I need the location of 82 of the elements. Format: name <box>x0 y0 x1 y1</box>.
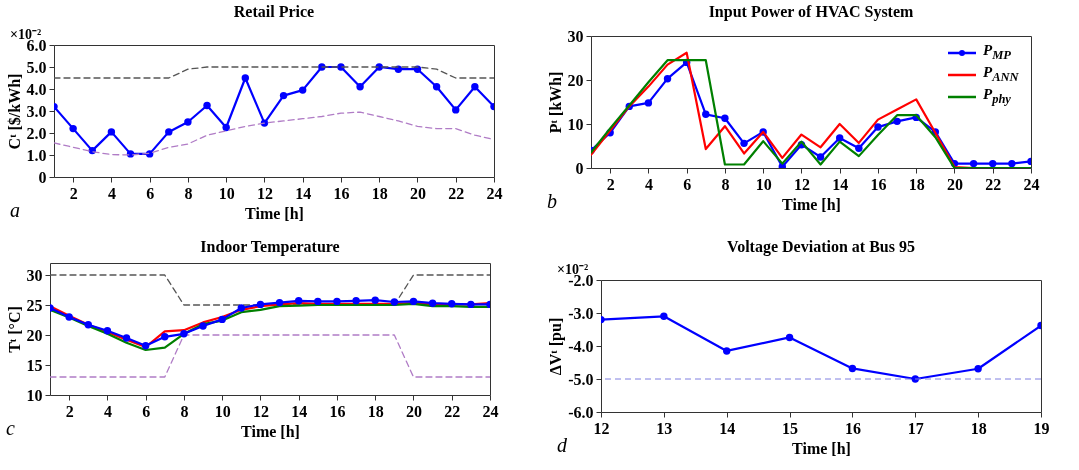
y-tick-label: 30 <box>26 266 43 284</box>
x-tick-label: 6 <box>683 175 692 193</box>
x-tick-label: 6 <box>146 184 155 202</box>
y-axis-title: Pᵗ [kWh] <box>546 71 564 134</box>
y-tick-label: 2.0 <box>26 124 47 142</box>
x-tick-label: 12 <box>256 184 273 202</box>
y-tick-label: 3.0 <box>26 102 47 120</box>
y-tick-label: -6.0 <box>568 403 594 421</box>
y-tick-label: 4.0 <box>26 80 47 98</box>
text: a <box>10 199 20 221</box>
text: d <box>557 434 568 456</box>
x-tick-label: 4 <box>107 184 116 202</box>
x-tick-label: 18 <box>908 175 925 193</box>
x-tick-label: 18 <box>371 184 388 202</box>
x-tick-label: 24 <box>482 402 499 420</box>
legend-label: P$_{phy}$ <box>983 86 1011 108</box>
chart-title: Retail Price <box>233 3 315 20</box>
y-tick-label: 10 <box>567 115 584 133</box>
x-tick-label: 8 <box>721 175 730 193</box>
x-tick-label: 22 <box>448 184 465 202</box>
x-tick-label: 22 <box>444 402 461 420</box>
chart-title: Voltage Deviation at Bus 95 <box>727 238 915 256</box>
x-tick-label: 16 <box>329 402 346 420</box>
x-tick-label: 8 <box>180 402 189 420</box>
legend-label: P$_{MP}$ <box>983 42 1011 64</box>
text: b <box>547 190 557 212</box>
x-tick-label: 19 <box>1033 419 1050 437</box>
x-tick-label: 17 <box>907 419 924 437</box>
y-tick-label: 15 <box>26 356 43 374</box>
x-tick-label: 24 <box>486 184 503 202</box>
y-axis-title: Cᵗ [$/kWh] <box>5 73 23 150</box>
x-tick-label: 24 <box>1023 175 1040 193</box>
x-tick-label: 22 <box>985 175 1002 193</box>
x-tick-label: 14 <box>832 175 849 193</box>
x-tick-label: 4 <box>103 402 112 420</box>
y-axis-title: Tᵗ [°C] <box>5 306 23 353</box>
x-tick-label: 20 <box>405 402 422 420</box>
y-axis-title: ΔVᵗ [pu] <box>547 317 566 376</box>
x-tick-label: 10 <box>218 184 235 202</box>
x-tick-label: 8 <box>184 184 193 202</box>
x-axis-title: Time [h] <box>782 195 841 213</box>
x-tick-label: 10 <box>755 175 772 193</box>
x-axis-title: Time [h] <box>245 204 304 222</box>
x-tick-label: 14 <box>291 402 308 420</box>
chart-title: Input Power of HVAC System <box>708 3 915 21</box>
x-tick-label: 18 <box>367 402 384 420</box>
x-tick-label: 13 <box>656 419 673 437</box>
y-tick-label: 0 <box>575 159 584 177</box>
y-tick-label: 20 <box>567 71 584 89</box>
chart-title: Indoor Temperature <box>200 238 340 256</box>
x-tick-label: 16 <box>844 419 861 437</box>
y-tick-label: 20 <box>26 326 43 344</box>
y-tick-label: -4.0 <box>568 337 594 355</box>
x-tick-label: 16 <box>333 184 350 202</box>
x-tick-label: 2 <box>65 402 74 420</box>
x-tick-label: 16 <box>870 175 887 193</box>
x-tick-label: 2 <box>69 184 78 202</box>
x-tick-label: 2 <box>606 175 615 193</box>
legend-label: P$_{ANN}$ <box>983 64 1019 86</box>
y-tick-label: -3.0 <box>568 304 594 322</box>
x-tick-label: 6 <box>142 402 151 420</box>
y-tick-label: 1.0 <box>26 146 47 164</box>
y-tick-label: 0 <box>38 168 47 186</box>
y-tick-label: 25 <box>26 296 43 314</box>
x-tick-label: 20 <box>409 184 426 202</box>
y-tick-label: 5.0 <box>26 58 47 76</box>
x-tick-label: 12 <box>252 402 269 420</box>
x-tick-label: 4 <box>644 175 653 193</box>
x-tick-label: 14 <box>719 419 736 437</box>
x-tick-label: 12 <box>593 419 610 437</box>
x-axis-title: Time [h] <box>241 422 300 440</box>
y-tick-label: 30 <box>567 27 584 45</box>
y-tick-label: 10 <box>26 386 43 404</box>
x-tick-label: 12 <box>793 175 810 193</box>
x-tick-label: 18 <box>970 419 987 437</box>
x-tick-label: 10 <box>214 402 231 420</box>
text: c <box>6 417 15 439</box>
x-tick-label: 14 <box>295 184 312 202</box>
y-tick-label: -5.0 <box>568 370 594 388</box>
x-tick-label: 15 <box>782 419 799 437</box>
x-tick-label: 20 <box>946 175 963 193</box>
x-axis-title: Time [h] <box>792 439 851 457</box>
